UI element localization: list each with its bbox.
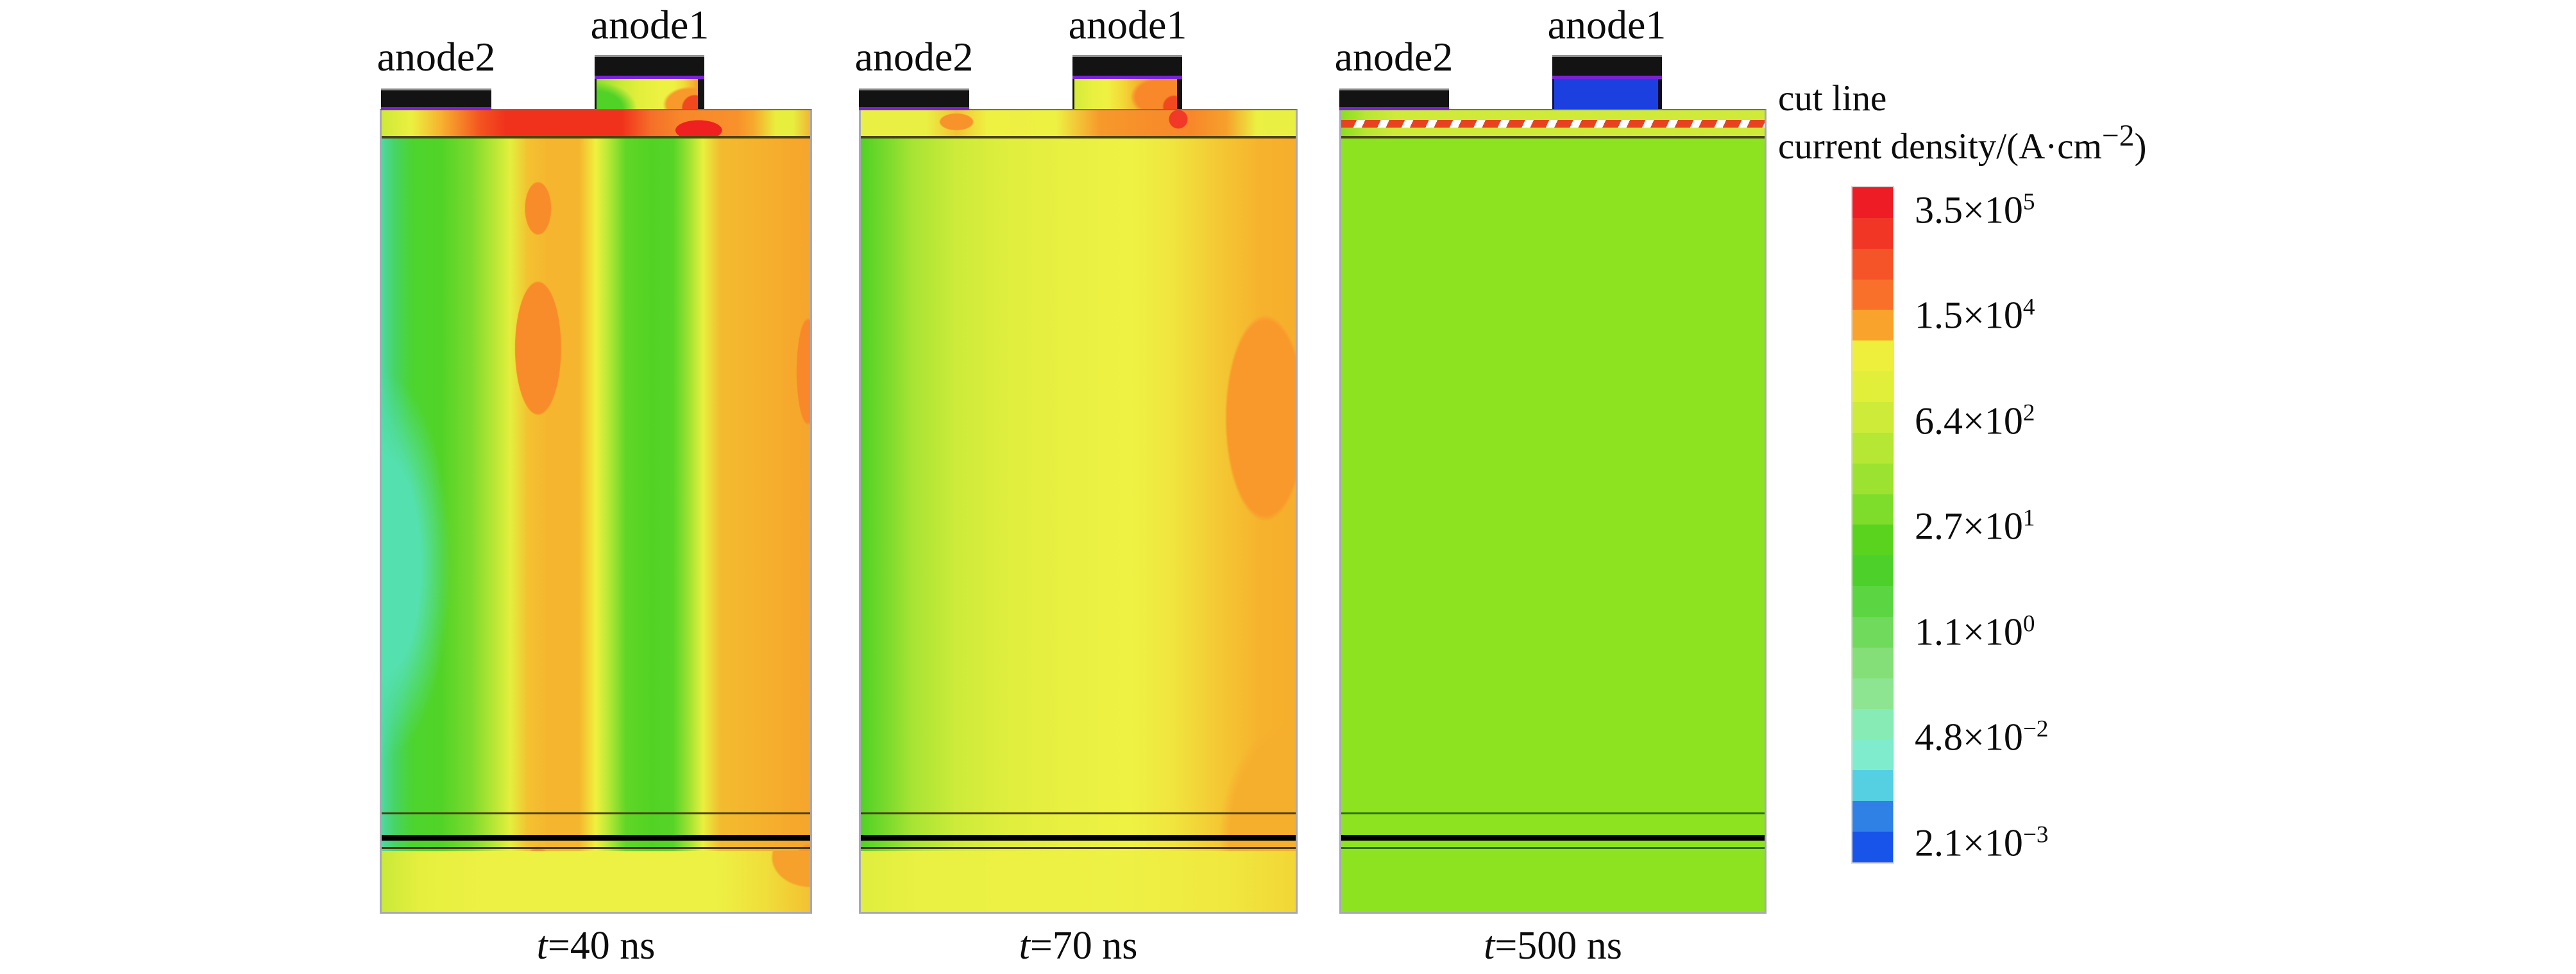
colorbar-segment [1852,432,1893,464]
anode1-label: anode1 [1068,2,1187,47]
colorbar-segment [1852,402,1893,433]
colorbar-tick: 6.4×102 [1915,399,2035,442]
unit-exponent: −2 [2101,119,2135,153]
panel-t70ns: anode2 anode1 t=70 ns [855,0,1298,974]
caption-value: =500 ns [1495,924,1622,968]
caption-value: =70 ns [1030,924,1138,968]
layer-boundary-line [861,136,1296,139]
anode1-label: anode1 [590,2,709,47]
colorbar-segment [1852,310,1893,341]
substrate-layer [1341,851,1765,912]
cut-line [1341,120,1765,128]
caption-variable: t [536,924,548,968]
panel-t40ns: anode2 anode1 t=40 ns [377,0,812,974]
colorbar-tick: 1.5×104 [1915,294,2035,337]
drift-region [382,139,810,912]
anode2-contact-line [381,107,491,110]
anode2-electrode [1339,88,1449,108]
anode1-mesa [595,79,704,109]
substrate-layer [382,851,810,912]
anode2-label: anode2 [1334,34,1453,80]
anode1-contact-line [1072,76,1182,79]
time-caption: t=40 ns [380,923,812,969]
layer-boundary-line [1341,136,1765,139]
buffer-layer-line [1341,847,1765,849]
drift-region [1341,139,1765,912]
anode1-label: anode1 [1547,2,1666,47]
buried-layer-line [861,812,1296,814]
buffer-layer-line [861,847,1296,849]
device-cross-section [1339,109,1767,914]
colorbar-segment [1852,248,1893,280]
colorbar-segment [1852,678,1893,709]
colorbar-segment [1852,770,1893,802]
colorbar-segment [1852,525,1893,556]
drift-region [861,139,1296,912]
caption-variable: t [1019,924,1030,968]
buried-layer-line [382,812,810,814]
anode2-electrode [859,88,969,108]
colorbar-tick: 3.5×105 [1915,189,2035,231]
anode2-electrode [381,88,491,108]
colorbar-segment [1852,494,1893,525]
colorbar-tick: 4.8×10−2 [1915,716,2049,759]
colorbar-segment [1852,187,1893,218]
colorbar-tick: 2.1×10−3 [1915,821,2049,864]
colorbar-title: current density/(A·cm−2) [1778,119,2147,167]
colorbar-segment [1852,739,1893,771]
anode2-label: anode2 [854,34,974,80]
anode2-label: anode2 [377,34,496,80]
time-caption: t=500 ns [1339,923,1767,969]
colorbar-segment [1852,555,1893,587]
caption-variable: t [1484,924,1495,968]
colorbar-segment [1852,801,1893,832]
device-cross-section [859,109,1298,914]
panel-t500ns: anode2 anode1 t=500 ns [1335,0,1767,974]
substrate-layer [861,851,1296,912]
anode1-electrode [595,55,704,76]
anode2-contact-line [1339,107,1449,110]
colorbar-segment [1852,586,1893,617]
substrate-interface-line [382,835,810,841]
colorbar-segment [1852,371,1893,403]
anode1-contact-line [595,76,704,79]
substrate-interface-line [861,835,1296,841]
layer-boundary-line [382,136,810,139]
anode1-mesa [1552,79,1662,109]
anode2-contact-line [859,107,969,110]
buried-layer-line [1341,812,1765,814]
legend-text: cut line current density/(A·cm−2) [1778,74,2146,171]
time-caption: t=70 ns [859,923,1298,969]
colorbar-tick: 2.7×101 [1915,505,2035,548]
buffer-layer-line [382,847,810,849]
colorbar-segment [1852,463,1893,494]
anode1-electrode [1552,55,1662,76]
colorbar-segment [1852,832,1893,862]
substrate-interface-line [1341,835,1765,841]
colorbar-segment [1852,647,1893,678]
surface-layer [382,110,810,136]
anode1-electrode [1072,55,1182,76]
colorbar-segment [1852,217,1893,249]
anode1-mesa [1072,79,1182,109]
device-cross-section [380,109,812,914]
colorbar-segment [1852,709,1893,740]
colorbar-tick: 1.1×100 [1915,610,2035,653]
caption-value: =40 ns [547,924,656,968]
colorbar [1851,186,1894,864]
colorbar-segment [1852,617,1893,648]
colorbar-segment [1852,340,1893,372]
surface-layer [861,110,1296,136]
cut-line-label: cut line [1778,78,1887,119]
anode1-contact-line [1552,76,1662,79]
colorbar-segment [1852,279,1893,310]
